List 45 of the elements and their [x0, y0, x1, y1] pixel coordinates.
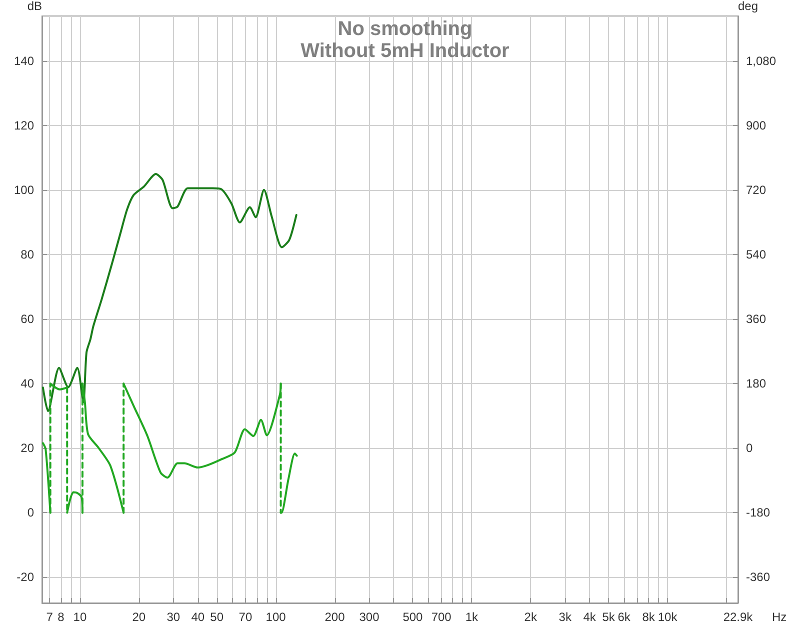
x-tick-label: 22.9k: [723, 610, 754, 623]
y2-tick-label: 540: [746, 248, 766, 262]
y2-tick-label: -180: [746, 506, 770, 520]
x-tick-label: 7: [46, 610, 54, 623]
y-tick-label: 0: [27, 506, 34, 520]
x-tick-label: 70: [238, 610, 252, 623]
x-tick-label: 3k: [558, 610, 572, 623]
x-tick-label: 8k: [642, 610, 656, 623]
y-tick-label: 100: [14, 183, 34, 198]
x-tick-label: 30: [166, 610, 180, 623]
text: Without 5mH Inductor: [300, 40, 510, 62]
y2-tick-label: -360: [746, 570, 770, 584]
y2-tick-label: 900: [746, 118, 766, 133]
y-tick-label: 120: [14, 118, 34, 133]
y-tick-label: 20: [20, 441, 34, 456]
x-axis-title: Hz: [772, 610, 787, 623]
x-tick-label: 10: [73, 610, 87, 623]
x-tick-label: 5k: [602, 610, 616, 623]
x-tick-label: 500: [402, 610, 424, 623]
x-tick-label: 700: [431, 610, 452, 623]
y2-axis-title: deg: [738, 0, 758, 13]
y2-tick-label: 0: [746, 441, 753, 456]
chart-title: No smoothing: [338, 18, 472, 40]
x-tick-label: 50: [210, 610, 224, 623]
y2-tick-label: 180: [746, 376, 766, 391]
y-tick-label: 40: [20, 376, 34, 391]
x-tick-label: 1k: [465, 610, 479, 623]
y-tick-label: 60: [20, 312, 34, 326]
y2-tick-label: 720: [746, 183, 766, 198]
x-tick-label: 8: [58, 610, 65, 623]
y-tick-label: -20: [16, 570, 34, 584]
y2-tick-label: 1,080: [746, 54, 776, 68]
x-tick-label: 200: [324, 610, 346, 623]
y-axis-title: dB: [27, 0, 42, 13]
y-tick-label: 140: [14, 54, 34, 68]
y2-tick-label: 360: [746, 312, 766, 326]
x-tick-label: 300: [359, 610, 380, 623]
x-tick-label: 20: [132, 610, 146, 623]
x-tick-label: 6k: [618, 610, 632, 623]
x-tick-label: 100: [266, 610, 286, 623]
x-tick-label: 10k: [658, 610, 678, 623]
y-tick-label: 80: [20, 248, 34, 262]
x-tick-label: 40: [191, 610, 205, 623]
x-tick-label: 4k: [583, 610, 597, 623]
x-tick-label: 2k: [524, 610, 538, 623]
